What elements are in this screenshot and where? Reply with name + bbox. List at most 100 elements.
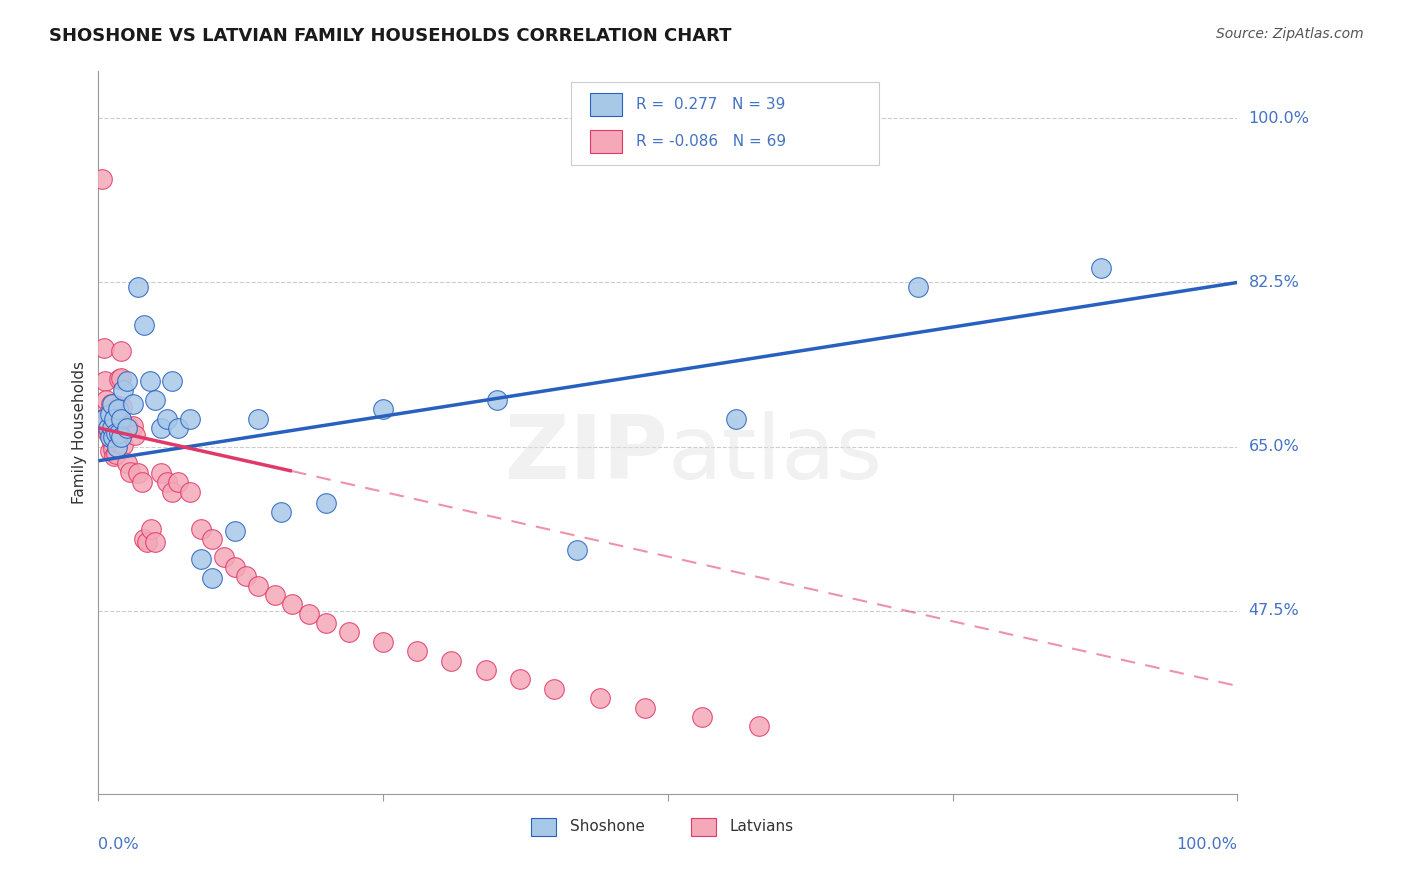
Point [112, 384, 135, 398]
Point [104, 425, 127, 440]
Point [110, 411, 132, 425]
Point [96, 425, 118, 440]
Point [100, 397, 122, 411]
Point [127, 466, 149, 480]
Point [212, 550, 235, 565]
Point [543, 681, 565, 696]
Bar [591, 93, 623, 116]
Text: Shoshone: Shoshone [569, 819, 645, 834]
Point [105, 435, 128, 450]
Point [150, 421, 173, 435]
Point [110, 343, 132, 358]
Point [103, 411, 125, 425]
Point [371, 635, 394, 649]
Point [246, 411, 269, 425]
Point [108, 400, 131, 414]
Point [179, 484, 201, 499]
Bar [531, 818, 557, 836]
Point [96, 407, 118, 421]
Point [235, 569, 257, 583]
Point [103, 428, 125, 442]
Point [101, 435, 124, 450]
Point [486, 392, 509, 407]
Point [224, 559, 246, 574]
Point [509, 673, 531, 687]
Point [93, 411, 115, 425]
Point [101, 421, 124, 435]
Point [1090, 261, 1112, 276]
Point [120, 465, 142, 479]
Point [474, 663, 496, 677]
Point [115, 456, 138, 470]
Point [162, 484, 184, 499]
Point [132, 532, 155, 546]
Point [91, 411, 114, 425]
Point [96, 421, 118, 435]
Point [725, 411, 748, 425]
Point [264, 588, 287, 602]
Point [270, 505, 292, 519]
Point [201, 571, 224, 585]
Point [105, 419, 128, 434]
Point [298, 607, 321, 621]
Text: 0.0%: 0.0% [98, 838, 139, 852]
Point [406, 644, 429, 658]
Point [121, 419, 143, 434]
Point [96, 392, 118, 407]
Point [127, 280, 149, 294]
Point [108, 427, 131, 442]
Point [337, 625, 360, 640]
Point [167, 421, 190, 435]
Point [224, 524, 246, 538]
Point [121, 397, 143, 411]
Text: R =  0.277   N = 39: R = 0.277 N = 39 [636, 97, 786, 112]
Bar [690, 818, 716, 836]
Point [281, 598, 304, 612]
Text: 100.0%: 100.0% [1249, 111, 1309, 126]
Point [98, 430, 121, 444]
Point [565, 542, 588, 557]
Point [156, 475, 179, 490]
Point [588, 691, 610, 706]
Point [115, 421, 138, 435]
Point [105, 440, 128, 454]
Text: ZIP: ZIP [505, 411, 668, 498]
Point [131, 475, 153, 490]
Point [101, 423, 124, 437]
Point [103, 442, 125, 456]
Point [371, 402, 394, 417]
Point [103, 430, 125, 444]
Point [156, 411, 179, 425]
Point [104, 433, 127, 447]
Point [138, 374, 160, 388]
Text: 100.0%: 100.0% [1177, 838, 1237, 852]
Point [315, 616, 337, 631]
Point [108, 425, 131, 440]
Point [103, 423, 125, 437]
Text: SHOSHONE VS LATVIAN FAMILY HOUSEHOLDS CORRELATION CHART: SHOSHONE VS LATVIAN FAMILY HOUSEHOLDS CO… [49, 27, 731, 45]
Point [107, 427, 129, 442]
Text: R = -0.086   N = 69: R = -0.086 N = 69 [636, 134, 786, 149]
Point [907, 280, 929, 294]
Point [90, 172, 112, 186]
Point [190, 552, 212, 566]
Point [111, 401, 134, 415]
Point [107, 402, 129, 417]
Point [201, 532, 224, 546]
Point [117, 419, 139, 434]
Point [132, 318, 155, 332]
Y-axis label: Family Households: Family Households [72, 361, 87, 504]
Point [246, 578, 269, 592]
Point [136, 535, 159, 549]
Point [145, 535, 167, 549]
Point [190, 522, 212, 536]
Point [98, 407, 121, 421]
Point [114, 423, 136, 437]
Point [634, 700, 657, 714]
Point [115, 374, 138, 388]
Point [139, 522, 162, 536]
Point [94, 374, 117, 388]
Point [104, 447, 127, 461]
Point [145, 392, 167, 407]
Point [179, 411, 201, 425]
